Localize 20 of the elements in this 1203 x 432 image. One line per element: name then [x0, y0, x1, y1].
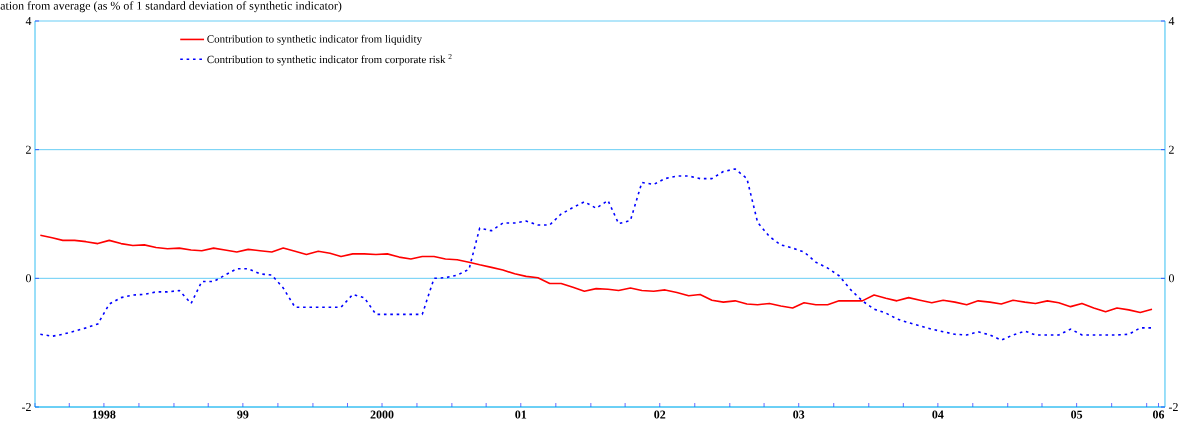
- y2-tick-label: 2: [1169, 145, 1174, 154]
- x-tick-label: 04: [932, 410, 944, 419]
- y-tick-label: 0: [25, 274, 32, 283]
- x-tick-label: 02: [654, 410, 666, 419]
- y-tick-label: 2: [26, 145, 31, 154]
- x-tick-label: 03: [793, 410, 805, 419]
- chart-title: ation from average (as % of 1 standard deviation of synthetic indicator): [0, 1, 342, 13]
- y2-tick-label: -2: [1168, 403, 1178, 411]
- x-tick-label: 01: [515, 410, 527, 419]
- x-tick-label: 99: [237, 410, 249, 419]
- y-tick-label: 4: [25, 17, 32, 25]
- legend-label: Contribution to synthetic indicator from corporate risk $^{2}$: [207, 54, 452, 66]
- x-tick-label: 2000: [370, 410, 394, 419]
- x-tick-label: 1998: [92, 410, 116, 419]
- legend-label: Contribution to synthetic indicator from liquidity: [207, 34, 423, 45]
- x-tick-label: 06: [1152, 410, 1165, 419]
- x-tick-label: 05: [1071, 410, 1083, 419]
- y-tick-label: -2: [21, 403, 31, 411]
- y2-tick-label: 4: [1168, 17, 1175, 25]
- y2-tick-label: 0: [1168, 274, 1175, 283]
